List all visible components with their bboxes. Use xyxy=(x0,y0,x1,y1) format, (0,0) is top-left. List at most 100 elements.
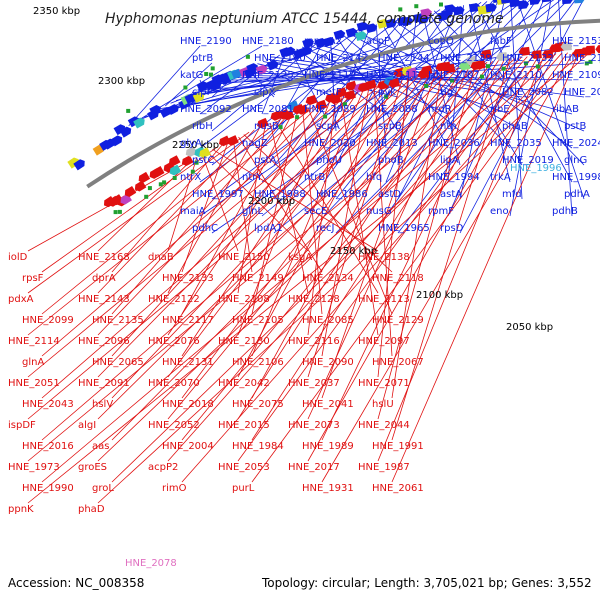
label-connector xyxy=(27,162,187,252)
gene-label: HNE_2065 xyxy=(92,357,144,368)
gene-label: ppnK xyxy=(8,504,34,515)
genome-title: Hyphomonas neptunium ATCC 15444, complet… xyxy=(105,11,504,27)
label-connector xyxy=(111,93,353,357)
label-connector xyxy=(377,78,409,378)
label-connector xyxy=(111,144,224,273)
gene-arrow xyxy=(417,14,430,25)
gene-arrow xyxy=(509,0,521,8)
gene-label: HNE_2106 xyxy=(232,357,284,368)
gene-label: nagZ xyxy=(242,138,268,149)
gene-marker xyxy=(172,176,177,180)
gene-label: HNE_2070 xyxy=(148,378,200,389)
gene-label: katG xyxy=(180,70,203,81)
tick-label: 2100 kbp xyxy=(416,290,463,301)
gene-marker xyxy=(295,115,300,120)
gene-label: rpmF xyxy=(428,206,454,217)
label-connector xyxy=(397,14,418,166)
gene-arrow xyxy=(356,21,369,32)
gene-label: HNE_2096 xyxy=(78,336,130,347)
genome-backbone xyxy=(86,18,600,189)
gene-label: HNE_2091 xyxy=(78,378,130,389)
label-connector xyxy=(199,9,441,183)
label-connector xyxy=(167,127,261,294)
gene-arrow xyxy=(474,60,486,70)
gene-label: glnG xyxy=(564,155,587,166)
gene-label: HNE_2109 xyxy=(552,70,600,81)
label-connector xyxy=(111,116,287,315)
label-connector xyxy=(111,75,420,399)
gene-label: phoB xyxy=(378,155,404,166)
gene-label: HNE_2153 xyxy=(552,36,600,47)
label-connector xyxy=(330,37,337,132)
gene-arrow xyxy=(124,185,137,197)
gene-arrow xyxy=(518,46,531,56)
label-connector xyxy=(97,104,320,336)
gene-label: HNE_1998 xyxy=(552,172,600,183)
gene-marker xyxy=(183,85,188,90)
gene-arrow xyxy=(401,16,414,27)
label-connector xyxy=(296,48,387,115)
gene-label: HNE_1931 xyxy=(302,483,354,494)
gene-label: HNE_2139 xyxy=(440,53,492,64)
label-connector xyxy=(377,63,477,420)
gene-label: HNE_2118 xyxy=(372,273,424,284)
gene-label: HNE_2004 xyxy=(162,441,214,452)
gene-label: glnL xyxy=(242,206,263,217)
gene-marker xyxy=(162,180,167,185)
gene-marker xyxy=(584,61,589,66)
label-connector xyxy=(111,61,488,441)
gene-marker xyxy=(278,125,283,130)
gene-marker xyxy=(486,64,490,69)
gene-label: HNE_2020 xyxy=(304,138,356,149)
gene-arrow xyxy=(335,87,348,98)
gene-label: HNE_2116 xyxy=(288,336,340,347)
gene-arrow xyxy=(255,64,268,76)
gene-arrow xyxy=(185,146,198,157)
gene-label: dprA xyxy=(92,273,116,284)
gene-label: nusG xyxy=(366,206,392,217)
label-connector xyxy=(97,129,255,294)
gene-arrow xyxy=(420,8,432,18)
gene-label: HNE_2067 xyxy=(372,357,424,368)
gene-label: dnaB xyxy=(148,252,174,263)
gene-marker xyxy=(588,59,593,64)
gene-label: HNE_2144 xyxy=(378,53,430,64)
gene-label: ntrY xyxy=(242,172,263,183)
gene-marker xyxy=(144,194,149,199)
label-connector xyxy=(307,98,336,336)
gene-label: HNE_2128 xyxy=(288,294,340,305)
gene-label: nth xyxy=(440,121,457,132)
gene-arrow xyxy=(573,0,586,4)
label-connector xyxy=(41,53,551,483)
label-connector xyxy=(27,51,586,504)
gene-label: HNE_2113 xyxy=(358,294,410,305)
gene-marker xyxy=(342,102,347,107)
gene-arrow xyxy=(282,109,295,121)
gene-label: trkA xyxy=(490,172,511,183)
label-connector xyxy=(251,52,568,483)
gene-label: HNE_2114 xyxy=(8,336,60,347)
gene-marker xyxy=(501,66,506,71)
gene-label: lipA xyxy=(440,155,459,166)
gene-label: HNE_1988 xyxy=(254,189,306,200)
gene-label: HNE_2099 xyxy=(22,315,74,326)
gene-label: clpX xyxy=(254,87,276,98)
gene-arrow xyxy=(500,0,513,4)
gene-arrow xyxy=(149,104,161,116)
gene-label: HNE_2085 xyxy=(302,315,354,326)
gene-label: HNE_2044 xyxy=(358,420,410,431)
gene-arrow xyxy=(257,117,269,129)
label-connector xyxy=(270,123,309,294)
label-connector xyxy=(167,66,459,420)
gene-arrow xyxy=(181,155,194,167)
label-connector xyxy=(41,62,482,441)
label-connector xyxy=(373,87,393,357)
gene-label: pstC xyxy=(192,155,214,166)
gene-label: HNE_2142 xyxy=(316,53,368,64)
gene-label: HNE_1997 xyxy=(192,189,244,200)
gene-label: hslV xyxy=(92,399,113,410)
gene-arrow xyxy=(595,44,600,54)
gene-marker xyxy=(424,84,429,88)
gene-marker xyxy=(323,114,328,119)
label-connector xyxy=(97,57,522,462)
